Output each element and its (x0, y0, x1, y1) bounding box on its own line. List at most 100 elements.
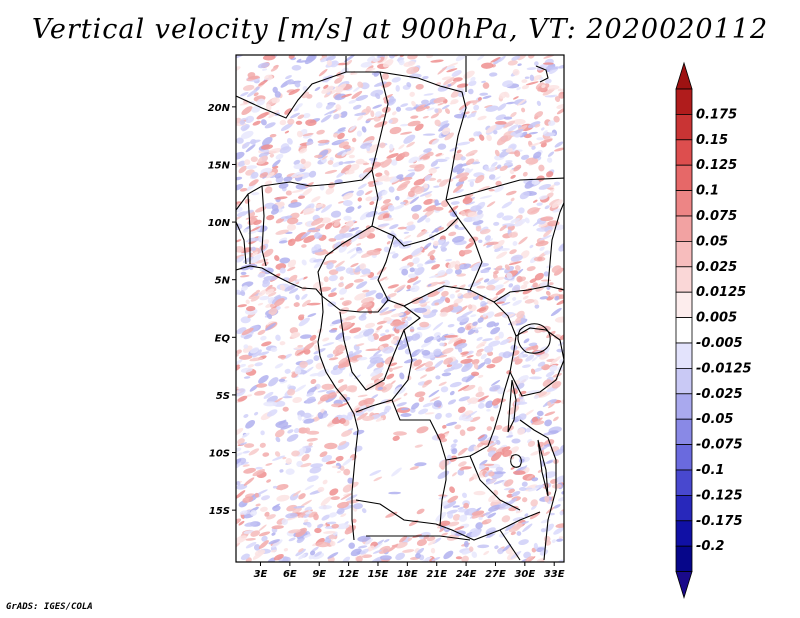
field-blob (542, 87, 555, 96)
field-blob (526, 67, 537, 71)
field-blob (494, 545, 499, 550)
field-blob (493, 57, 502, 65)
field-blob (239, 442, 248, 446)
field-blob (496, 164, 502, 169)
field-blob (312, 416, 320, 421)
field-blob (471, 212, 484, 222)
field-blob (447, 512, 454, 519)
field-blob (301, 299, 311, 307)
field-blob (260, 495, 271, 501)
field-blob (452, 77, 463, 82)
field-blob (455, 180, 465, 187)
field-blob (466, 426, 476, 432)
field-blob (471, 510, 484, 516)
field-blob (471, 262, 484, 272)
field-blob (480, 440, 492, 443)
field-blob (529, 511, 541, 520)
field-blob (508, 261, 522, 266)
field-blob (349, 72, 358, 75)
field-blob (414, 186, 425, 195)
field-blob (444, 334, 458, 338)
field-blob (505, 190, 517, 196)
field-blob (349, 481, 359, 488)
field-blob (324, 442, 338, 450)
field-blob (410, 204, 422, 212)
field-blob (333, 132, 339, 138)
field-blob (494, 265, 503, 272)
field-blob (493, 489, 499, 496)
field-blob (348, 99, 357, 104)
field-blob (520, 317, 526, 324)
field-blob (522, 497, 528, 503)
field-blob (526, 266, 536, 272)
colorbar-label: 0.005 (696, 311, 737, 326)
lake-outline (507, 379, 517, 433)
field-blob (387, 543, 399, 552)
field-blob (458, 461, 467, 467)
field-blob (300, 158, 306, 165)
field-blob (467, 88, 474, 95)
field-blob (275, 429, 285, 438)
field-blob (483, 345, 494, 353)
field-blob (324, 222, 333, 230)
field-blob (486, 284, 496, 291)
field-blob (455, 189, 464, 194)
field-blob (342, 239, 352, 246)
field-blob (488, 504, 501, 512)
field-blob (476, 210, 483, 215)
field-blob (266, 557, 276, 562)
field-blob (486, 201, 496, 208)
field-blob (510, 550, 522, 560)
field-blob (505, 148, 513, 153)
field-blob (352, 518, 357, 523)
field-blob (356, 412, 368, 421)
field-blob (236, 542, 241, 548)
field-blob (288, 288, 299, 294)
field-blob (294, 384, 307, 393)
field-blob (317, 139, 330, 144)
field-blob (494, 311, 506, 317)
field-blob (342, 144, 351, 150)
field-blob (499, 338, 510, 346)
field-blob (425, 217, 431, 223)
field-blob (495, 466, 504, 472)
field-blob (288, 202, 302, 208)
field-blob (512, 268, 524, 278)
field-blob (241, 327, 254, 336)
field-blob (528, 142, 541, 148)
field-blob (525, 556, 534, 562)
field-blob (353, 334, 365, 339)
field-blob (244, 522, 258, 527)
field-blob (369, 275, 380, 280)
colorbar-label: -0.025 (696, 387, 743, 402)
field-blob (456, 168, 465, 175)
colorbar-swatch (675, 240, 693, 268)
field-blob (338, 357, 348, 365)
field-blob (243, 334, 253, 340)
field-blob (416, 229, 428, 238)
field-blob (529, 74, 535, 82)
field-blob (254, 362, 263, 367)
border-line (355, 499, 541, 541)
field-blob (443, 500, 457, 509)
field-blob (388, 186, 395, 193)
field-blob (551, 265, 562, 273)
field-blob (255, 289, 260, 294)
colorbar-label: 0.125 (696, 158, 737, 173)
field-blob (548, 120, 556, 126)
field-blob (392, 253, 399, 259)
field-blob (414, 123, 424, 132)
field-blob (395, 552, 405, 561)
field-blob (236, 211, 248, 217)
colorbar-label: -0.125 (696, 488, 743, 503)
field-blob (442, 424, 447, 429)
colorbar-arrow-bottom (675, 571, 693, 599)
field-blob (338, 282, 344, 288)
field-blob (439, 342, 445, 347)
field-blob (377, 223, 390, 227)
field-blob (518, 396, 524, 400)
field-blob (553, 267, 564, 276)
field-blob (372, 543, 383, 551)
field-blob (367, 308, 373, 315)
